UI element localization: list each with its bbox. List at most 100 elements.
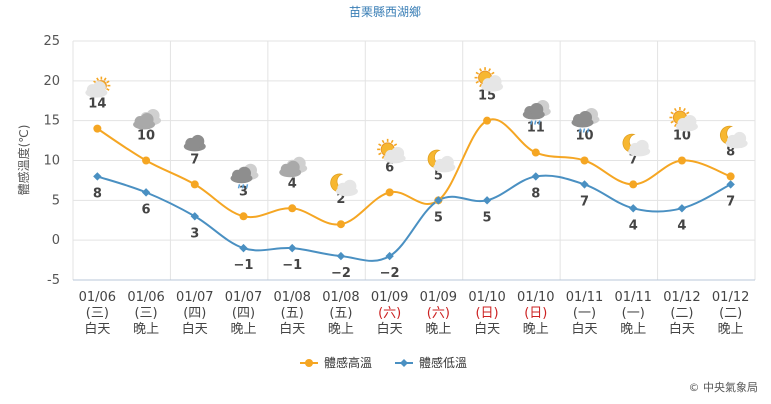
x-tick-weekday: (四) (232, 306, 255, 321)
high-temp-label: 15 (478, 89, 496, 104)
x-tick-period: 白天 (84, 321, 110, 337)
moon-cloud-icon (330, 173, 358, 197)
high-temp-point (580, 156, 589, 165)
series-lines (96, 118, 732, 262)
high-temp-point (288, 204, 297, 213)
low-temp-point (288, 243, 297, 253)
low-temp-point (726, 180, 735, 189)
x-tick-date: 01/06 (127, 290, 164, 305)
partly-sunny-icon (85, 76, 111, 98)
high-temp-line (96, 118, 731, 226)
low-temp-label: 8 (93, 186, 102, 201)
x-tick-period: 白天 (571, 321, 597, 337)
low-temp-label: 6 (142, 202, 151, 217)
high-temp-label: 3 (239, 184, 248, 199)
series-points (93, 116, 735, 261)
legend[interactable]: 體感高溫 體感低溫 (300, 355, 467, 370)
high-temp-point (726, 172, 735, 181)
legend-label: 體感低溫 (419, 355, 467, 370)
moon-cloud-icon (622, 133, 651, 157)
x-tick-period: 晚上 (230, 322, 256, 337)
high-temp-label: 7 (629, 152, 638, 167)
x-tick-date: 01/09 (371, 290, 408, 305)
legend-marker (305, 359, 313, 367)
x-tick-period: 晚上 (425, 322, 451, 337)
low-temp-point (482, 196, 492, 205)
low-temp-label: −2 (331, 266, 351, 281)
x-tick-date: 01/10 (517, 290, 554, 305)
y-tick-label: -5 (47, 273, 60, 288)
x-tick-date: 01/07 (176, 290, 213, 305)
low-temp-label: 3 (190, 226, 199, 241)
y-tick-labels: -5 0 5 10 15 20 25 (43, 34, 60, 288)
high-temp-point (190, 180, 199, 189)
x-tick-labels: 01/06(三)白天01/06(三)晚上01/07(四)白天01/07(四)晚上… (79, 290, 750, 337)
legend-item-high[interactable]: 體感高溫 (300, 355, 372, 370)
y-axis-label: 體感溫度(℃) (16, 125, 31, 196)
high-temp-label: 8 (726, 144, 735, 159)
legend-label: 體感高溫 (324, 355, 372, 370)
low-temp-point (629, 204, 638, 213)
x-tick-date: 01/12 (663, 290, 700, 305)
legend-marker (400, 359, 408, 367)
low-temp-point (336, 251, 346, 261)
high-temp-point (142, 156, 151, 165)
x-tick-weekday: (二) (670, 306, 693, 321)
low-temp-label: 5 (483, 210, 492, 225)
x-tick-weekday: (三) (134, 306, 157, 321)
rain-cloud-icon (230, 163, 259, 189)
x-tick-weekday: (五) (329, 306, 352, 321)
cloudy-icon (279, 156, 308, 178)
high-temp-label: 14 (88, 97, 106, 112)
y-tick-label: 10 (43, 154, 60, 169)
low-temp-point (239, 243, 248, 253)
x-tick-weekday: (日) (475, 306, 498, 321)
x-tick-date: 01/12 (712, 290, 749, 305)
overcast-icon (183, 134, 206, 152)
x-tick-period: 白天 (669, 321, 695, 337)
x-tick-period: 白天 (182, 321, 208, 337)
y-tick-label: 25 (43, 34, 60, 49)
weather-icons (85, 67, 748, 197)
sun-cloud-icon (474, 67, 504, 92)
x-tick-weekday: (六) (427, 306, 450, 321)
high-temp-point (93, 124, 102, 133)
high-temp-point (629, 180, 638, 189)
high-temp-point (677, 156, 686, 165)
grid-lines (72, 40, 756, 281)
low-temp-label: −1 (282, 258, 302, 273)
low-temp-point (190, 212, 199, 221)
moon-cloud-icon (427, 149, 456, 173)
x-tick-weekday: (一) (622, 306, 645, 321)
y-tick-label: 15 (43, 114, 60, 129)
x-tick-date: 01/11 (566, 290, 603, 305)
chart-title: 苗栗縣西湖鄉 (349, 4, 421, 19)
x-tick-period: 晚上 (328, 322, 354, 337)
x-tick-weekday: (四) (183, 306, 206, 321)
high-temp-label: 7 (190, 152, 199, 167)
high-temp-label: 10 (137, 129, 155, 144)
low-temp-label: 5 (434, 210, 443, 225)
x-tick-period: 白天 (377, 321, 403, 337)
x-tick-weekday: (六) (378, 306, 401, 321)
low-temp-point (580, 180, 589, 189)
x-tick-period: 晚上 (133, 322, 159, 337)
sun-cloud-icon (669, 107, 698, 132)
x-tick-date: 01/10 (468, 290, 505, 305)
low-temp-label: 8 (531, 186, 540, 201)
high-temp-point (336, 220, 345, 229)
cloudy-icon (133, 109, 162, 130)
credit-text: © 中央氣象局 (689, 380, 759, 394)
sun-cloud-icon (377, 138, 406, 164)
x-tick-weekday: (五) (281, 306, 304, 321)
x-tick-period: 晚上 (620, 322, 646, 337)
x-tick-period: 白天 (474, 321, 500, 337)
x-tick-date: 01/09 (420, 290, 457, 305)
legend-item-low[interactable]: 體感低溫 (395, 355, 467, 370)
high-temp-label: 4 (288, 176, 297, 191)
low-temp-point (434, 196, 443, 205)
low-temp-point (93, 172, 102, 181)
x-tick-date: 01/07 (225, 290, 262, 305)
